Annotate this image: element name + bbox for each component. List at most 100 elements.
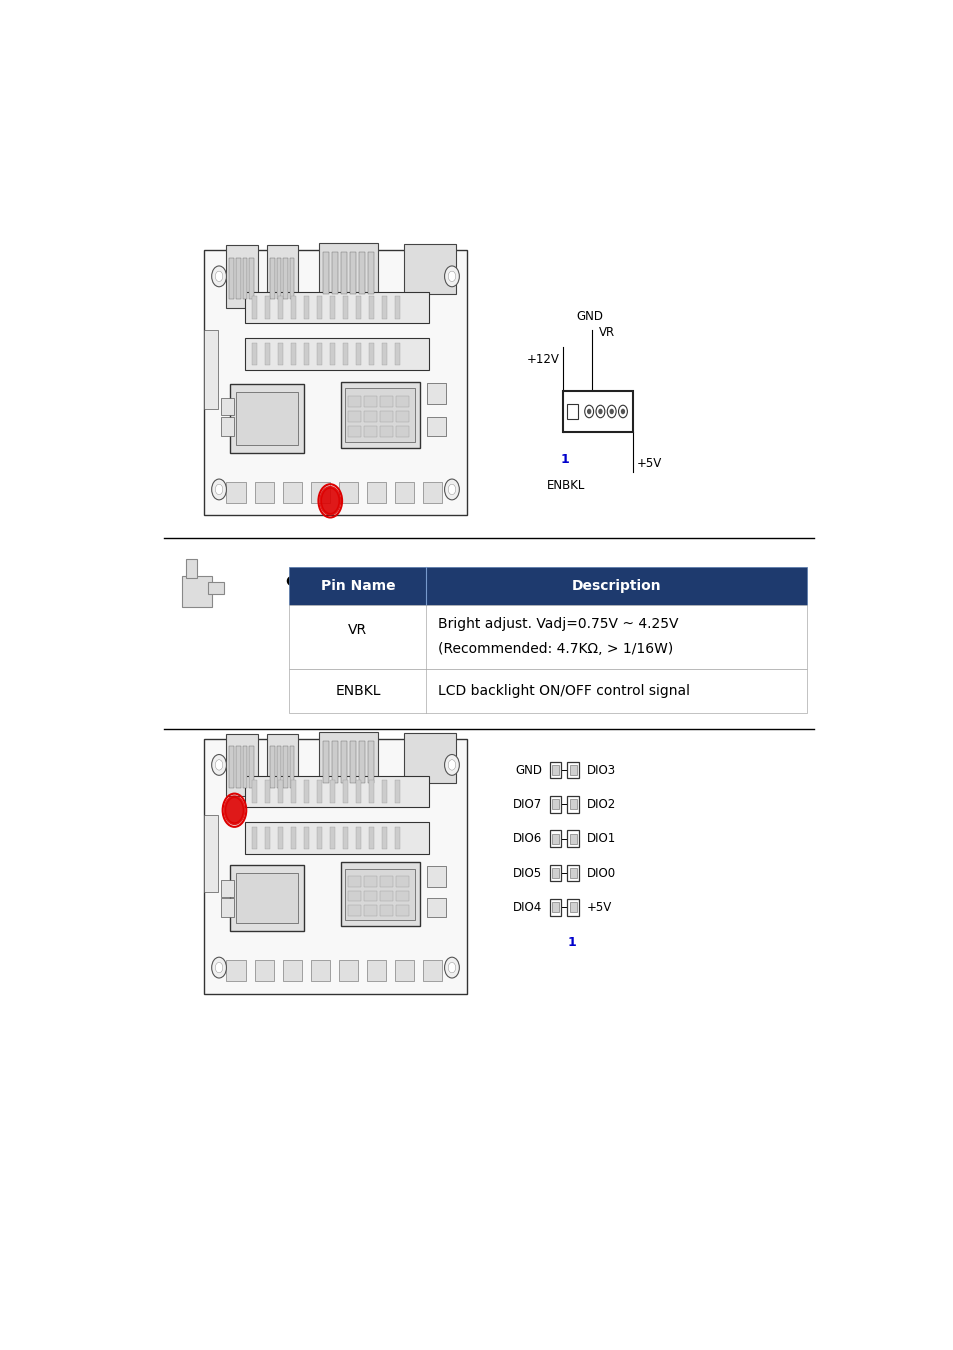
Bar	[395, 780, 399, 803]
Bar	[395, 960, 414, 981]
Bar	[567, 899, 578, 915]
Bar	[403, 733, 456, 783]
Bar	[345, 387, 415, 441]
Circle shape	[444, 266, 459, 286]
Bar	[369, 343, 374, 366]
Bar	[283, 258, 288, 300]
Bar	[278, 826, 282, 849]
Bar	[291, 780, 295, 803]
Bar	[235, 747, 240, 788]
Bar	[364, 904, 376, 915]
Bar	[245, 292, 428, 323]
Bar	[341, 252, 347, 294]
Bar	[245, 775, 428, 807]
Circle shape	[212, 755, 226, 775]
Bar	[235, 873, 297, 923]
Text: 1: 1	[567, 937, 576, 949]
Bar	[549, 761, 560, 779]
Bar	[283, 747, 288, 788]
Bar	[343, 826, 348, 849]
Bar	[569, 868, 577, 878]
Bar	[267, 734, 298, 796]
Bar	[427, 865, 445, 887]
Bar	[242, 747, 247, 788]
Bar	[204, 738, 466, 994]
Bar	[379, 876, 393, 887]
Bar	[367, 252, 374, 294]
Circle shape	[225, 796, 244, 824]
Text: DIO0: DIO0	[586, 867, 615, 879]
Bar	[291, 343, 295, 366]
Bar	[242, 258, 247, 300]
Bar	[270, 258, 274, 300]
Bar	[330, 343, 335, 366]
Bar	[330, 296, 335, 319]
Bar	[395, 891, 409, 902]
Text: Pin Name: Pin Name	[320, 579, 395, 593]
Bar	[208, 582, 224, 594]
Bar	[569, 834, 577, 844]
Bar	[367, 960, 386, 981]
Bar	[290, 747, 294, 788]
Circle shape	[212, 479, 226, 500]
Bar	[249, 258, 253, 300]
Text: LCD backlight ON/OFF control signal: LCD backlight ON/OFF control signal	[437, 684, 689, 698]
Text: (Recommended: 4.7KΩ, > 1/16W): (Recommended: 4.7KΩ, > 1/16W)	[437, 641, 672, 656]
Bar	[332, 741, 337, 783]
Bar	[552, 799, 558, 810]
Bar	[318, 732, 377, 788]
Bar	[427, 383, 445, 404]
Bar	[226, 734, 257, 796]
Bar	[552, 834, 558, 844]
Bar	[348, 427, 360, 437]
Bar	[265, 343, 270, 366]
Bar	[317, 343, 321, 366]
Text: DIO2: DIO2	[586, 798, 615, 811]
Bar	[562, 390, 633, 432]
Bar	[395, 410, 409, 423]
Bar	[341, 741, 347, 783]
Bar	[364, 427, 376, 437]
Bar	[304, 826, 309, 849]
Circle shape	[444, 957, 459, 977]
Text: GND: GND	[576, 310, 603, 323]
Bar	[276, 747, 281, 788]
Bar	[323, 741, 329, 783]
Bar	[235, 393, 297, 444]
Bar	[289, 567, 806, 605]
Bar	[265, 296, 270, 319]
Bar	[382, 826, 386, 849]
Bar	[226, 246, 257, 308]
Text: DIO5: DIO5	[513, 867, 541, 879]
Bar	[252, 296, 256, 319]
Bar	[276, 258, 281, 300]
Bar	[379, 904, 393, 915]
Bar	[204, 250, 466, 516]
Bar	[395, 876, 409, 887]
Circle shape	[587, 409, 590, 413]
Bar	[226, 482, 246, 504]
Bar	[340, 863, 419, 926]
Bar	[252, 826, 256, 849]
Bar	[569, 799, 577, 810]
Bar	[204, 329, 217, 409]
Bar	[230, 865, 303, 931]
Bar	[355, 296, 360, 319]
Text: +12V: +12V	[526, 352, 558, 366]
Bar	[330, 826, 335, 849]
Bar	[423, 482, 442, 504]
Bar	[367, 741, 374, 783]
Bar	[567, 796, 578, 813]
Bar	[278, 780, 282, 803]
Text: Bright adjust. Vadj=0.75V ~ 4.25V: Bright adjust. Vadj=0.75V ~ 4.25V	[437, 617, 678, 632]
Circle shape	[448, 760, 456, 770]
Bar	[567, 830, 578, 846]
Bar	[552, 765, 558, 775]
Bar	[230, 385, 303, 454]
Bar	[427, 899, 445, 917]
Bar	[382, 296, 386, 319]
Text: Description: Description	[571, 579, 660, 593]
Bar	[355, 826, 360, 849]
Bar	[291, 826, 295, 849]
Bar	[204, 815, 217, 892]
